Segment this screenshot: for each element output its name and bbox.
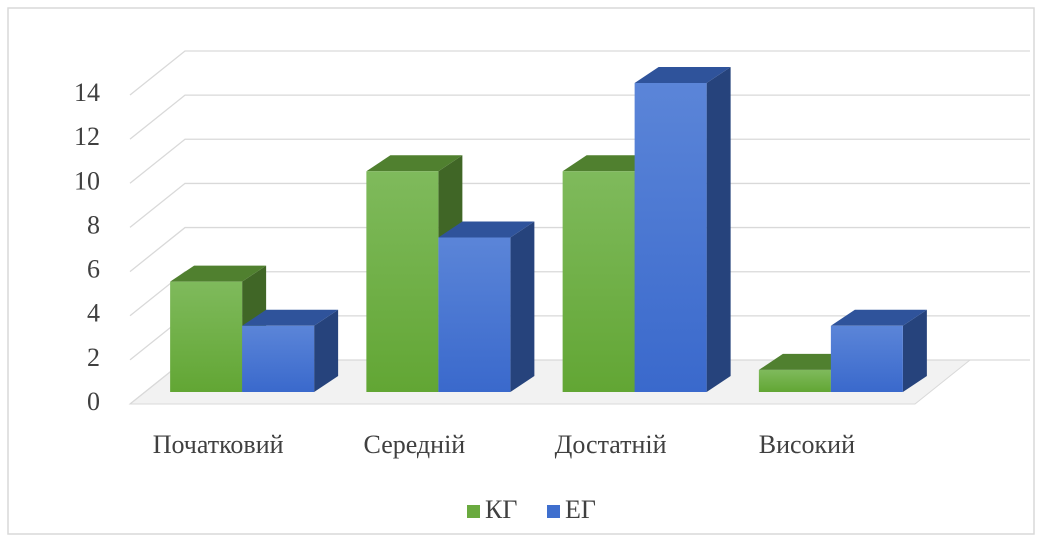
y-tick-label: 6: [87, 255, 100, 284]
x-tick-label: Високий: [759, 430, 855, 459]
grid-line: [129, 50, 1030, 96]
legend-label: ЕГ: [565, 495, 596, 524]
bar-top: [242, 309, 339, 326]
bar: [830, 325, 903, 392]
grid-line: [129, 138, 1030, 184]
bar: [438, 237, 511, 392]
bar-top: [830, 309, 927, 326]
y-tick-label: 10: [74, 166, 100, 195]
bar: [562, 171, 635, 392]
y-tick-label: 8: [87, 210, 100, 239]
bar-side: [314, 309, 339, 392]
bar-top: [438, 221, 535, 238]
y-tick-label: 14: [74, 78, 100, 107]
bar: [366, 171, 439, 392]
x-tick-label: Початковий: [153, 430, 284, 459]
legend-swatch: [547, 505, 560, 518]
y-tick-label: 12: [74, 122, 100, 151]
bar: [242, 325, 315, 392]
grid-line: [129, 226, 1030, 273]
grid-line: [129, 271, 1030, 317]
bar-top: [170, 265, 267, 282]
x-tick-label: Достатній: [555, 430, 667, 459]
bar-side: [706, 67, 731, 392]
y-tick-label: 0: [87, 387, 100, 416]
bar-top: [366, 155, 463, 172]
bar: [170, 281, 243, 392]
bar-top: [634, 67, 731, 83]
x-tick-label: Середній: [364, 430, 466, 459]
bar: [634, 83, 707, 392]
grid-line: [129, 182, 1030, 228]
y-tick-label: 4: [87, 299, 100, 328]
bar-side: [510, 221, 535, 392]
grid-line: [129, 94, 1030, 140]
legend-swatch: [467, 505, 480, 518]
bar-side: [902, 309, 927, 392]
y-tick-label: 2: [87, 343, 100, 372]
bar: [758, 369, 831, 392]
legend-label: КГ: [485, 495, 517, 524]
